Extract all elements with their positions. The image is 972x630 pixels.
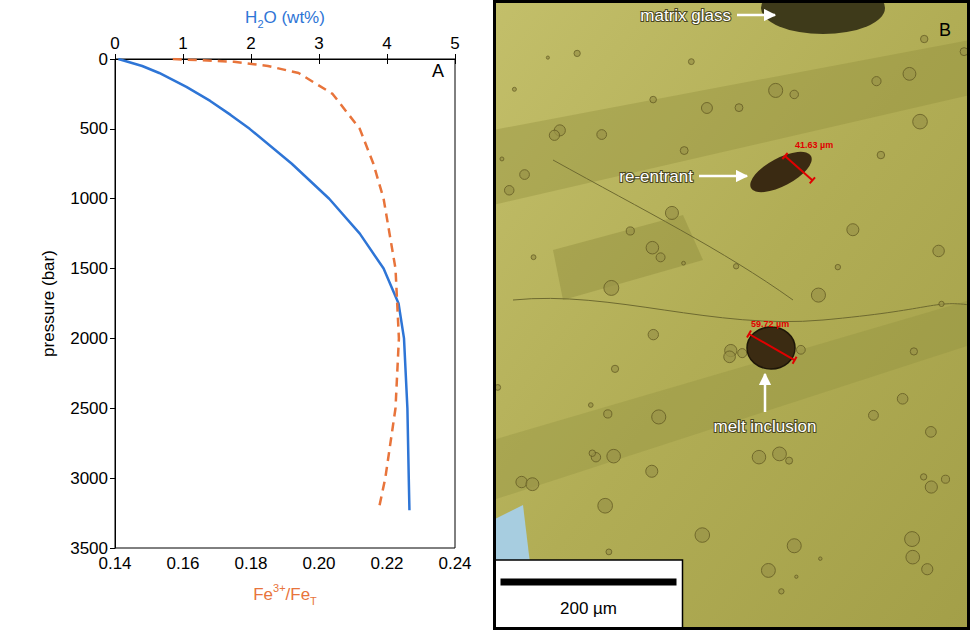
svg-text:O (wt%): O (wt%) bbox=[264, 8, 325, 27]
svg-text:H: H bbox=[245, 8, 257, 27]
svg-text:3+: 3+ bbox=[273, 582, 286, 594]
svg-text:5: 5 bbox=[450, 34, 459, 53]
svg-text:0.20: 0.20 bbox=[302, 554, 335, 573]
svg-text:Fe: Fe bbox=[253, 585, 273, 604]
svg-text:3500: 3500 bbox=[70, 538, 108, 558]
svg-text:1500: 1500 bbox=[70, 259, 108, 278]
svg-text:2: 2 bbox=[257, 17, 264, 30]
svg-text:4: 4 bbox=[382, 34, 391, 53]
svg-text:2500: 2500 bbox=[70, 399, 108, 418]
svg-text:59.72 µm: 59.72 µm bbox=[751, 319, 789, 329]
svg-text:0.22: 0.22 bbox=[370, 554, 403, 573]
svg-text:A: A bbox=[432, 61, 444, 81]
svg-text:/Fe: /Fe bbox=[286, 585, 311, 604]
svg-text:2: 2 bbox=[246, 34, 255, 53]
svg-text:41.63 µm: 41.63 µm bbox=[795, 140, 833, 150]
svg-text:B: B bbox=[939, 20, 951, 40]
svg-text:3: 3 bbox=[314, 34, 323, 53]
svg-text:melt inclusion: melt inclusion bbox=[714, 417, 817, 436]
svg-text:T: T bbox=[310, 595, 317, 607]
svg-text:re-entrant: re-entrant bbox=[619, 167, 693, 186]
svg-text:2000: 2000 bbox=[70, 329, 108, 348]
svg-text:500: 500 bbox=[80, 119, 108, 138]
svg-text:matrix glass: matrix glass bbox=[640, 6, 731, 25]
svg-text:pressure (bar): pressure (bar) bbox=[39, 250, 58, 357]
svg-text:1000: 1000 bbox=[70, 189, 108, 208]
svg-text:200 µm: 200 µm bbox=[560, 599, 617, 618]
svg-text:0.14: 0.14 bbox=[98, 554, 131, 573]
svg-text:0.18: 0.18 bbox=[234, 554, 267, 573]
svg-text:0: 0 bbox=[110, 34, 119, 53]
svg-text:3000: 3000 bbox=[70, 469, 108, 488]
svg-text:0.16: 0.16 bbox=[166, 554, 199, 573]
svg-text:0.24: 0.24 bbox=[438, 554, 471, 573]
svg-text:1: 1 bbox=[178, 34, 187, 53]
svg-text:0: 0 bbox=[99, 50, 108, 69]
